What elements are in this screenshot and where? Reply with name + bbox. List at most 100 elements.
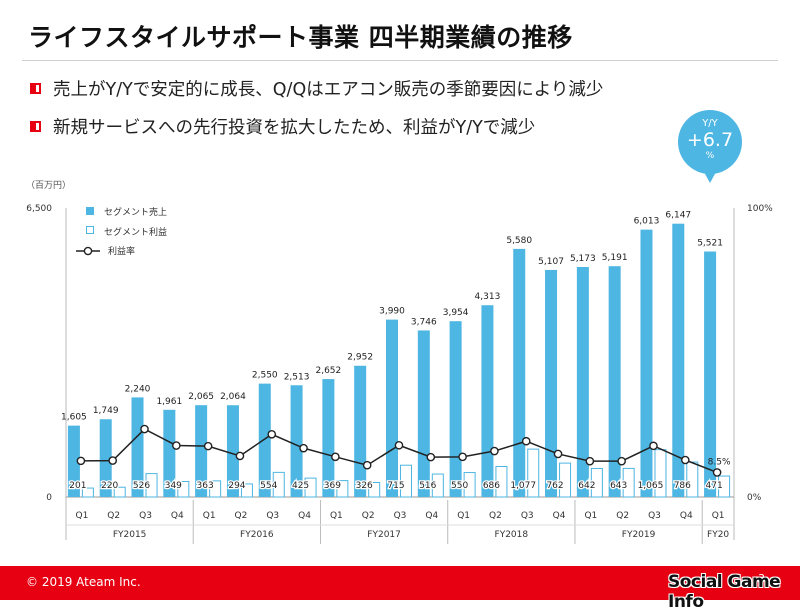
profit-value-label: 220 <box>101 481 118 491</box>
profit-bar <box>495 465 508 498</box>
sales-value-label: 6,013 <box>634 217 660 227</box>
profit-bar <box>177 480 190 498</box>
profit-value-label: 326 <box>356 481 373 491</box>
profit-value-label: 643 <box>610 481 627 491</box>
sales-bar <box>195 405 208 497</box>
sales-bar <box>67 425 80 497</box>
legend-profit-swatch <box>86 226 94 234</box>
sales-bar <box>704 251 717 497</box>
margin-point <box>235 451 245 461</box>
profit-value-label: 1,077 <box>510 481 536 491</box>
sales-value-label: 5,107 <box>538 257 564 267</box>
profit-bar <box>590 467 603 498</box>
margin-point <box>553 449 563 459</box>
sales-value-label: 5,521 <box>697 239 723 249</box>
profit-bar <box>81 487 94 498</box>
category-label: Q3 <box>648 511 661 521</box>
category-label: Q1 <box>75 511 88 521</box>
sales-value-label: 5,580 <box>506 236 532 246</box>
profit-value-label: 642 <box>578 481 595 491</box>
margin-point <box>140 424 149 434</box>
fiscal-year-label: FY2015 <box>113 530 147 540</box>
bullet-square-icon <box>30 121 41 132</box>
margin-point <box>299 443 308 453</box>
margin-point <box>362 460 372 470</box>
margin-point <box>617 456 626 466</box>
sales-value-label: 5,191 <box>602 253 628 263</box>
yoy-label: Y/Y <box>702 118 718 129</box>
category-label: Q1 <box>203 511 216 521</box>
sales-value-label: 3,990 <box>379 307 405 317</box>
sales-bar <box>672 223 685 497</box>
sales-bar <box>226 405 239 497</box>
category-label: Q2 <box>616 511 629 521</box>
category-label: Q3 <box>521 511 534 521</box>
bullet-text: 売上がY/Yで安定的に成長、Q/Qはエアコン販売の季節要因により減少 <box>53 80 604 100</box>
sales-bar <box>640 229 653 497</box>
sales-value-label: 4,313 <box>475 292 501 302</box>
sales-value-label: 2,952 <box>347 353 373 363</box>
right-tick-min: 0% <box>747 493 762 503</box>
sales-bar <box>131 397 144 497</box>
margin-point <box>585 456 595 466</box>
profit-value-label: 686 <box>483 481 500 491</box>
yoy-badge: Y/Y +6.7 % <box>678 110 742 183</box>
category-label: Q4 <box>425 511 438 521</box>
sales-bar <box>99 419 112 497</box>
margin-point <box>203 441 213 451</box>
margin-line <box>80 428 718 474</box>
fiscal-year-label: FY2019 <box>622 530 656 540</box>
left-tick-min: 0 <box>46 493 52 503</box>
sales-value-label: 2,513 <box>284 372 310 382</box>
yoy-value: +6.7 <box>686 129 734 151</box>
profit-value-label: 471 <box>706 481 723 491</box>
profit-bar <box>686 461 699 498</box>
margin-point <box>172 441 181 450</box>
sales-value-label: 2,550 <box>252 371 278 381</box>
unit-label: （百万円） <box>26 180 71 191</box>
fiscal-year-label: FY2017 <box>367 530 401 540</box>
category-label: Q4 <box>298 511 311 521</box>
profit-value-label: 363 <box>197 481 214 491</box>
quarterly-chart: （百万円） 6,500 0 100% 0% 1,605 1,749 2,240 1,961 2,0… <box>26 180 773 544</box>
sales-value-label: 3,746 <box>411 317 437 327</box>
profit-value-label: 715 <box>387 481 404 491</box>
sales-bar <box>513 248 526 497</box>
margin-point <box>712 468 722 477</box>
sales-value-label: 5,173 <box>570 254 596 264</box>
legend-sales-label: セグメント売上 <box>104 206 167 218</box>
profit-value-label: 526 <box>133 481 150 491</box>
profit-bar <box>718 475 731 498</box>
margin-point <box>426 452 436 462</box>
profit-bar <box>559 462 572 498</box>
margin-point <box>458 452 467 462</box>
category-label: Q3 <box>266 511 279 521</box>
sales-bar <box>163 409 176 497</box>
sales-value-label: 2,065 <box>188 392 214 402</box>
profit-bar <box>272 471 285 498</box>
profit-value-label: 516 <box>419 481 436 491</box>
sales-value-label: 2,064 <box>220 392 246 402</box>
sales-value-label: 3,954 <box>443 308 469 318</box>
bullet-text: 新規サービスへの先行投資を拡大したため、利益がY/Yで減少 <box>53 118 536 138</box>
margin-point <box>394 440 404 450</box>
profit-bar <box>113 486 126 498</box>
sales-bar <box>354 365 367 497</box>
left-tick-max: 6,500 <box>26 204 52 214</box>
legend-margin-label: 利益率 <box>108 245 135 257</box>
sales-bar <box>545 269 558 497</box>
margin-point <box>521 436 531 446</box>
title-divider <box>22 60 778 61</box>
profit-bar <box>368 482 381 498</box>
profit-bar <box>622 467 635 498</box>
margin-point <box>331 452 340 462</box>
profit-bar <box>431 473 444 498</box>
category-label: Q1 <box>457 511 470 521</box>
fiscal-year-label: FY2018 <box>495 530 529 540</box>
category-label: Q4 <box>553 511 566 521</box>
yoy-unit: % <box>705 151 715 161</box>
sales-bar <box>258 383 271 497</box>
profit-value-label: 554 <box>260 481 277 491</box>
page-number: 3 <box>758 572 765 585</box>
profit-value-label: 294 <box>228 481 245 491</box>
